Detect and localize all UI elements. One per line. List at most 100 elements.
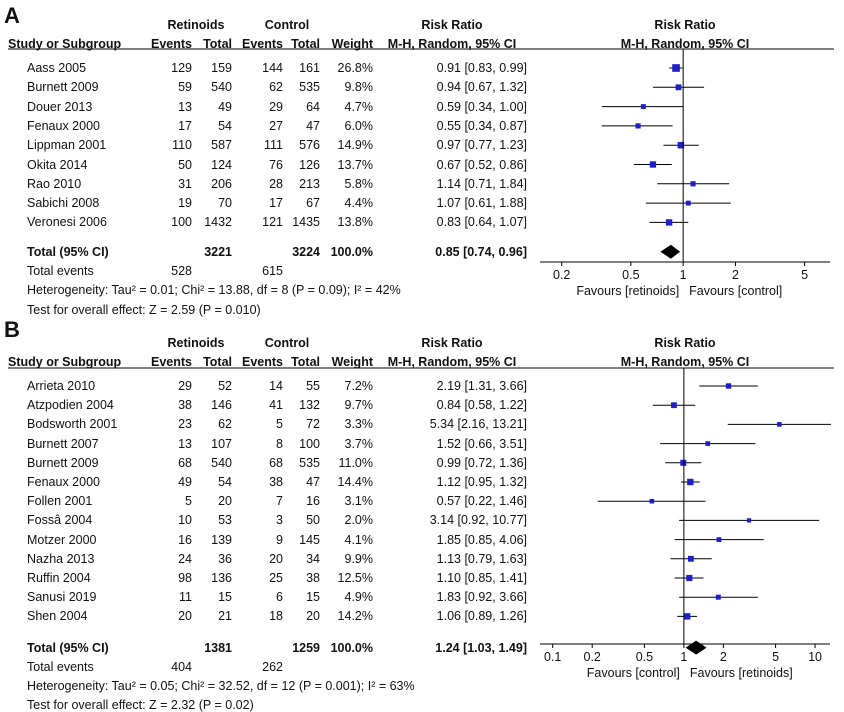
study-marker [684, 613, 691, 620]
weight-value: 9.8% [344, 80, 374, 95]
study-marker [746, 518, 752, 523]
study-name: Fenaux 2000 [27, 475, 100, 489]
total-ci: 0.85 [0.74, 0.96] [435, 244, 527, 259]
study-name: Shen 2004 [27, 609, 88, 624]
total-value: 540 [211, 80, 232, 95]
study-marker [687, 478, 694, 486]
ci-value: 0.84 [0.58, 1.22] [436, 398, 527, 413]
total-value: 100 [299, 436, 320, 451]
ci-value: 0.91 [0.83, 0.99] [436, 61, 527, 75]
favours-right: Favours [control] [689, 284, 783, 298]
total-value: 159 [211, 61, 232, 75]
weight-value: 13.7% [337, 157, 373, 172]
total-value: 20 [306, 609, 320, 624]
weight-value: 7.2% [344, 379, 374, 393]
events-value: 41 [269, 398, 283, 413]
events-value: 38 [178, 398, 192, 413]
total-value: 1432 [204, 215, 232, 230]
events-value: 11 [179, 590, 192, 605]
events-value: 38 [269, 475, 283, 489]
events-value: 144 [262, 61, 283, 75]
ci-value: 0.67 [0.52, 0.86] [436, 157, 527, 172]
events-value: 19 [178, 196, 192, 211]
study-marker [716, 537, 722, 543]
events-value: 16 [178, 532, 192, 547]
study-marker [680, 459, 687, 466]
weight-value: 14.9% [337, 138, 373, 153]
x-tick-label: 0.2 [583, 650, 601, 664]
favours-right: Favours [retinoids] [689, 666, 793, 680]
total-value: 132 [299, 398, 320, 413]
x-tick-label: 5 [772, 650, 780, 664]
events-value: 9 [276, 532, 283, 547]
group2-header: Control [264, 18, 310, 32]
favours-left: Favours [retinoids] [576, 284, 680, 298]
weight-value: 14.4% [337, 475, 373, 489]
events-header: Events [242, 355, 283, 369]
events-value: 5 [185, 494, 192, 509]
total-value: 21 [218, 609, 232, 624]
ci-value: 0.59 [0.34, 1.00] [436, 99, 527, 114]
events-value: 121 [262, 215, 283, 230]
events-value: 98 [178, 571, 192, 585]
events-value: 129 [171, 61, 192, 75]
weight-value: 13.8% [337, 215, 373, 230]
total-value: 206 [211, 176, 232, 191]
study-marker [725, 383, 732, 389]
ci-value: 0.57 [0.22, 1.46] [436, 494, 527, 509]
ci-value: 2.19 [1.31, 3.66] [436, 379, 527, 393]
study-marker [649, 161, 657, 168]
total-value: 53 [218, 513, 232, 528]
study-name: Fenaux 2000 [27, 118, 100, 133]
weight-value: 3.3% [344, 417, 374, 432]
total-value: 55 [306, 379, 320, 393]
total-events-2: 615 [262, 264, 283, 278]
method-header: M-H, Random, 95% CI [387, 355, 517, 369]
total-value: 576 [299, 138, 320, 153]
weight-header: Weight [331, 355, 373, 369]
events-value: 3 [276, 513, 283, 528]
weight-value: 4.1% [344, 532, 374, 547]
events-value: 50 [178, 157, 192, 172]
events-value: 49 [178, 475, 192, 489]
weight-value: 3.7% [344, 436, 374, 451]
events-value: 111 [263, 138, 283, 153]
study-name: Aass 2005 [27, 61, 87, 75]
study-name: Motzer 2000 [27, 532, 97, 547]
events-value: 13 [178, 436, 192, 451]
events-value: 17 [269, 196, 283, 211]
study-name: Sabichi 2008 [27, 196, 100, 211]
study-marker [677, 141, 685, 149]
ci-value: 1.12 [0.95, 1.32] [436, 475, 527, 489]
total-weight: 100.0% [330, 640, 373, 655]
events-value: 25 [269, 571, 283, 585]
study-marker [675, 84, 682, 91]
ci-value: 0.55 [0.34, 0.87] [436, 118, 527, 133]
study-name: Follen 2001 [27, 494, 93, 509]
events-value: 5 [276, 417, 283, 432]
overall-effect-text: Test for overall effect: Z = 2.32 (P = 0… [27, 698, 254, 712]
weight-value: 9.7% [344, 398, 374, 413]
plot-method-header: M-H, Random, 95% CI [620, 37, 750, 51]
study-name: Fossâ 2004 [27, 513, 93, 528]
ci-value: 3.14 [0.92, 10.77] [429, 513, 527, 528]
events-value: 76 [269, 157, 283, 172]
rr-header: Risk Ratio [421, 336, 483, 350]
weight-value: 6.0% [344, 118, 374, 133]
study-marker [705, 441, 711, 446]
study-marker [635, 123, 641, 129]
total-value: 47 [306, 118, 320, 133]
study-name: Okita 2014 [27, 157, 88, 172]
total-events-label: Total events [27, 659, 94, 674]
total-ci: 1.24 [1.03, 1.49] [435, 640, 527, 655]
total-events-label: Total events [27, 264, 94, 278]
study-marker [649, 498, 655, 504]
method-header: M-H, Random, 95% CI [387, 37, 517, 51]
study-marker [665, 219, 673, 226]
total-value: 70 [218, 196, 232, 211]
weight-value: 11.0% [338, 455, 373, 470]
forest-plot-canvas [8, 48, 834, 655]
study-name: Nazha 2013 [27, 551, 95, 566]
weight-value: 4.9% [344, 590, 374, 605]
events-value: 20 [178, 609, 192, 624]
